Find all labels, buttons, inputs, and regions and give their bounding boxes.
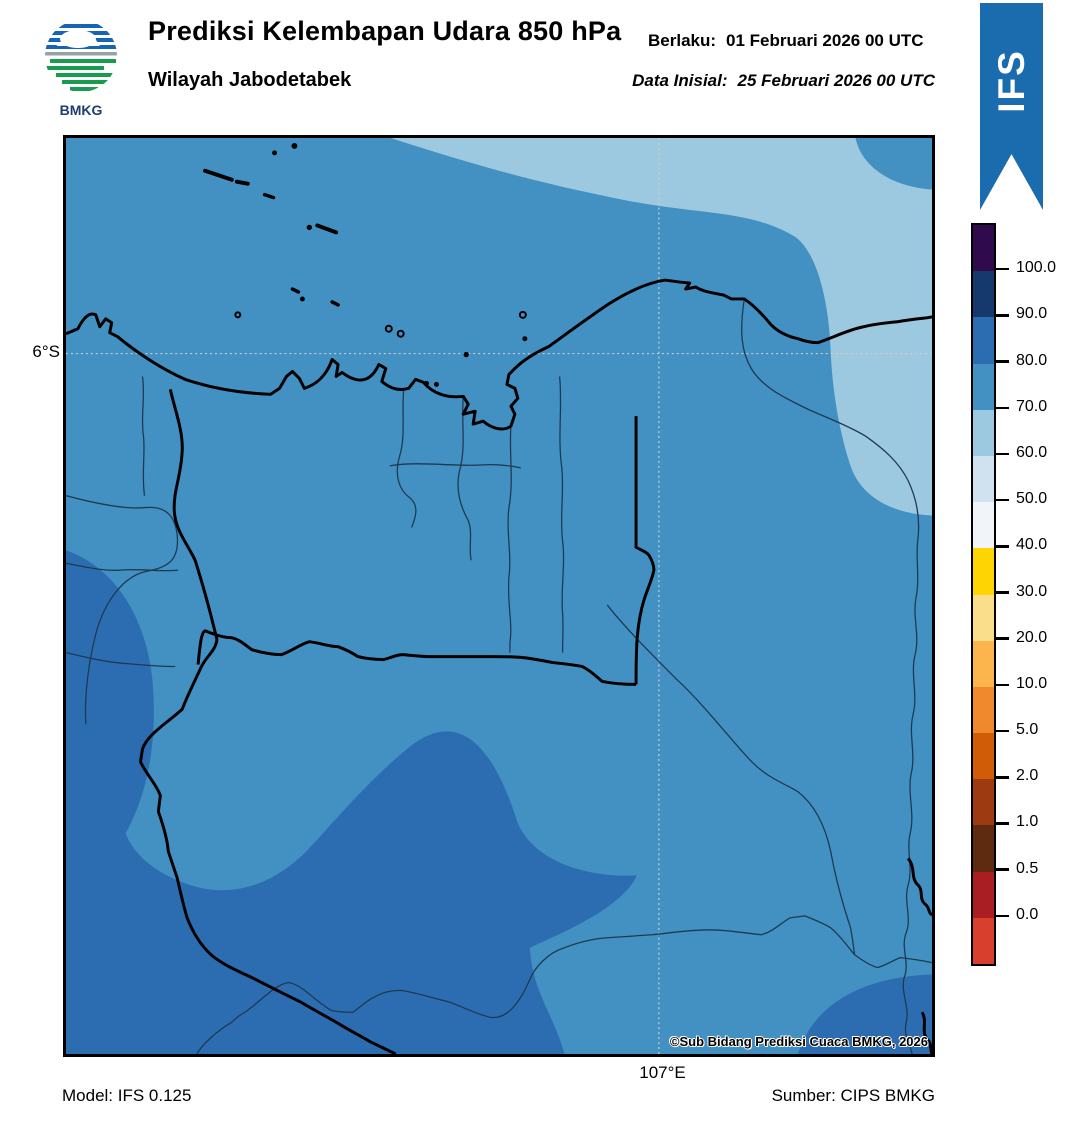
colorbar-tick-label: 70.0	[1016, 398, 1047, 416]
colorbar-tick	[996, 591, 1009, 594]
colorbar-tick	[996, 776, 1009, 779]
colorbar-tick-label: 2.0	[1016, 767, 1038, 785]
colorbar-tick-label: 100.0	[1016, 259, 1056, 277]
colorbar-segment	[973, 872, 994, 918]
model-ribbon: IFS	[980, 3, 1043, 210]
colorbar-segment	[973, 779, 994, 825]
colorbar-tick	[996, 915, 1009, 918]
colorbar-tick-label: 20.0	[1016, 629, 1047, 647]
colorbar-tick-label: 5.0	[1016, 721, 1038, 739]
colorbar-tick	[996, 314, 1009, 317]
colorbar-segment	[973, 410, 994, 456]
colorbar-segment	[973, 456, 994, 502]
colorbar-tick	[996, 499, 1009, 502]
colorbar-segment	[973, 548, 994, 594]
colorbar-tick-label: 50.0	[1016, 490, 1047, 508]
colorbar-segment	[973, 595, 994, 641]
page-title: Prediksi Kelembapan Udara 850 hPa	[148, 16, 621, 47]
colorbar-tick	[996, 360, 1009, 363]
page: BMKG Prediksi Kelembapan Udara 850 hPa W…	[0, 0, 1081, 1128]
colorbar-tick-label: 10.0	[1016, 675, 1047, 693]
colorbar-tick	[996, 407, 1009, 410]
colorbar-segment	[973, 364, 994, 410]
colorbar-segment	[973, 733, 994, 779]
initial-data-time: Data Inisial: 25 Februari 2026 00 UTC	[632, 71, 935, 91]
latitude-label: 6°S	[20, 342, 60, 362]
colorbar-tick-label: 90.0	[1016, 305, 1047, 323]
colorbar-segment	[973, 918, 994, 964]
model-info: Model: IFS 0.125	[62, 1086, 191, 1106]
colorbar-tick	[996, 822, 1009, 825]
source-info: Sumber: CIPS BMKG	[772, 1086, 935, 1106]
colorbar-tick-label: 30.0	[1016, 583, 1047, 601]
colorbar-tick-label: 40.0	[1016, 536, 1047, 554]
colorbar-tick	[996, 684, 1009, 687]
colorbar-segment	[973, 687, 994, 733]
valid-time: Berlaku: 01 Februari 2026 00 UTC	[648, 31, 924, 51]
colorbar-segment	[973, 317, 994, 363]
valid-time-label: Berlaku:	[648, 31, 716, 50]
model-ribbon-label: IFS	[991, 49, 1033, 113]
colorbar-tick-label: 0.5	[1016, 860, 1038, 878]
initial-time-value: 25 Februari 2026 00 UTC	[738, 71, 935, 90]
map-canvas	[66, 138, 932, 1054]
logo-label: BMKG	[60, 102, 103, 118]
valid-time-value: 01 Februari 2026 00 UTC	[726, 31, 923, 50]
colorbar-segment	[973, 271, 994, 317]
colorbar-tick	[996, 868, 1009, 871]
colorbar-tick	[996, 637, 1009, 640]
bmkg-logo: BMKG	[42, 14, 122, 120]
colorbar-segment	[973, 641, 994, 687]
colorbar-tick-label: 0.0	[1016, 906, 1038, 924]
colorbar-tick-label: 60.0	[1016, 444, 1047, 462]
copyright-note: ©Sub Bidang Prediksi Cuaca BMKG, 2026	[670, 1034, 928, 1049]
initial-time-label: Data Inisial:	[632, 71, 727, 90]
colorbar-tick	[996, 545, 1009, 548]
longitude-label: 107°E	[625, 1063, 700, 1083]
colorbar-tick	[996, 268, 1009, 271]
colorbar	[971, 223, 996, 966]
colorbar-segment	[973, 502, 994, 548]
forecast-map: ©Sub Bidang Prediksi Cuaca BMKG, 2026	[63, 135, 935, 1057]
colorbar-segment	[973, 225, 994, 271]
colorbar-tick-label: 80.0	[1016, 352, 1047, 370]
colorbar-tick	[996, 453, 1009, 456]
colorbar-tick-label: 1.0	[1016, 813, 1038, 831]
colorbar-tick	[996, 730, 1009, 733]
page-subtitle: Wilayah Jabodetabek	[148, 69, 351, 92]
colorbar-segment	[973, 825, 994, 871]
